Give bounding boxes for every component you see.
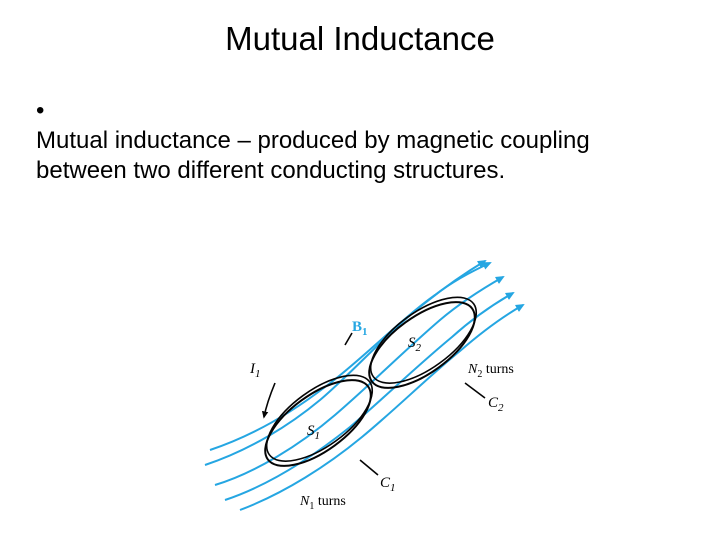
label-c1: C1 xyxy=(380,475,396,494)
label-i1: I1 xyxy=(249,361,261,380)
label-c2: C2 xyxy=(488,395,504,414)
bullet-item: • Mutual inductance – produced by magnet… xyxy=(36,96,660,186)
bullet-marker: • xyxy=(36,96,54,126)
mutual-inductance-diagram: B1 I1 S1 S2 C1 C2 N1 turns N2 turns xyxy=(200,255,530,515)
bullet-text: Mutual inductance – produced by magnetic… xyxy=(36,126,636,186)
label-b1: B1 xyxy=(352,319,368,338)
label-n2: N2 turns xyxy=(467,362,514,380)
slide-title: Mutual Inductance xyxy=(0,20,720,58)
label-n1: N1 turns xyxy=(299,494,346,512)
label-s1: S1 xyxy=(307,423,320,442)
